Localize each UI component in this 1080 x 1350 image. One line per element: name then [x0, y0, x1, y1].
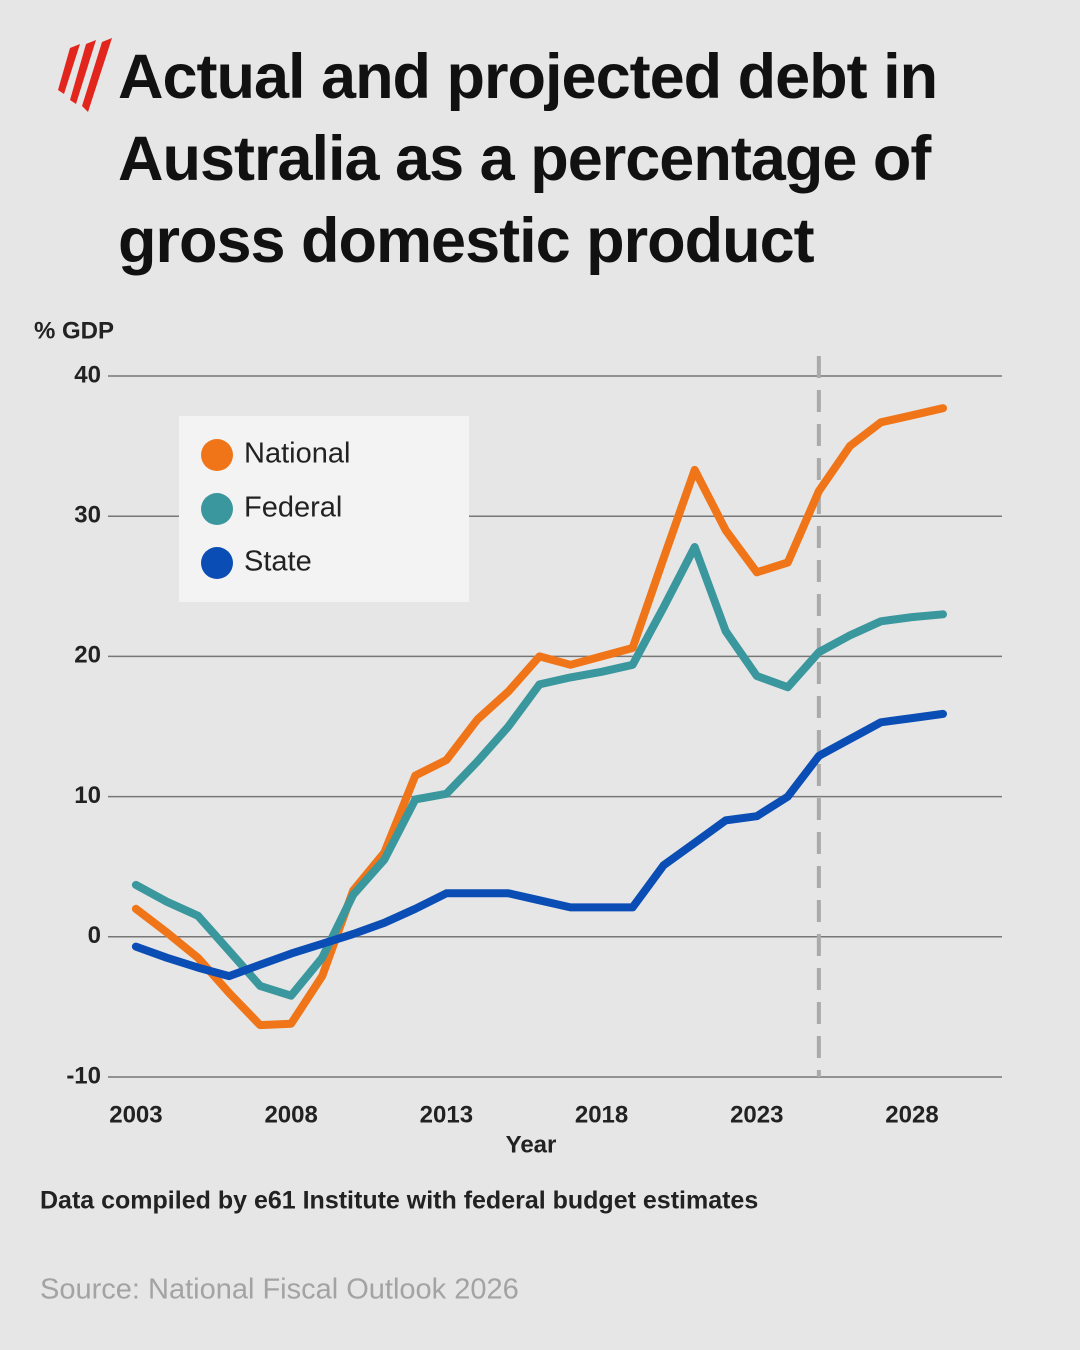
note: Data compiled by e61 Institute with fede… [40, 1187, 758, 1215]
x-tick-label: 2028 [885, 1101, 938, 1128]
x-tick-label: 2018 [575, 1101, 628, 1128]
y-tick-label: -10 [66, 1062, 101, 1089]
y-tick-label: 10 [74, 782, 101, 809]
x-tick-label: 2008 [264, 1101, 317, 1128]
y-tick-label: 40 [74, 361, 101, 388]
data-line [131, 543, 947, 1000]
legend-label: Federal [244, 492, 342, 524]
y-tick-label: 30 [74, 502, 101, 529]
x-axis-label: Year [506, 1131, 557, 1158]
legend-label: National [244, 438, 350, 470]
chart-title: Actual and projected debt in Australia a… [118, 42, 938, 276]
legend-marker [201, 493, 233, 525]
legend-label: State [244, 546, 312, 578]
y-axis-label: % GDP [34, 317, 114, 344]
x-tick-label: 2023 [730, 1101, 783, 1128]
logo [58, 38, 112, 112]
x-tick-label: 2013 [420, 1101, 473, 1128]
x-tick-label: 2003 [109, 1101, 162, 1128]
source: Source: National Fiscal Outlook 2026 [40, 1274, 519, 1306]
legend-marker [201, 439, 233, 471]
data-line [131, 404, 947, 1030]
y-tick-label: 0 [88, 922, 101, 949]
data-line [131, 709, 947, 981]
legend-marker [201, 547, 233, 579]
y-tick-label: 20 [74, 642, 101, 669]
